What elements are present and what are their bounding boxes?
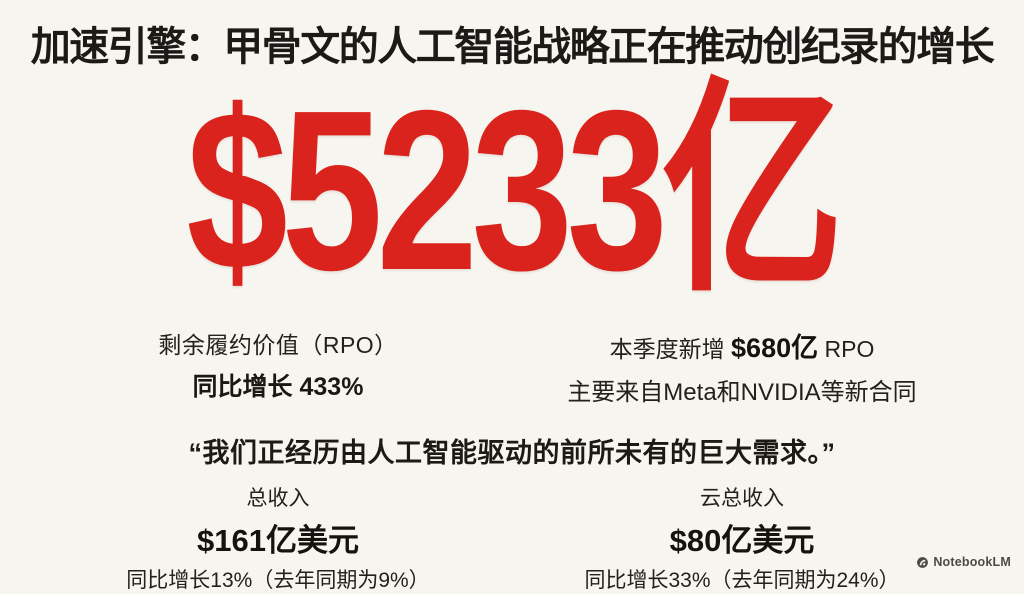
headline-figure-container: $5233亿	[0, 72, 1024, 310]
rpo-growth-label: 同比增长 433%	[192, 373, 364, 401]
slide-title: 加速引擎：甲骨文的人工智能战略正在推动创纪录的增长	[30, 25, 995, 69]
revenue-stats-section: 总收入 $161亿美元 同比增长13%（去年同期为9%） 云总收入 $80亿美元…	[0, 482, 1024, 594]
rpo-source-label: 主要来自Meta和NVIDIA等新合同	[567, 379, 917, 406]
watermark: NotebookLM	[916, 555, 1011, 569]
rpo-section: 剩余履约价值（RPO） 同比增长 433% 本季度新增 $680亿 RPO 主要…	[0, 326, 1024, 407]
rpo-new-suffix: RPO	[818, 336, 875, 362]
ceo-quote: “我们正经历由人工智能驱动的前所未有的巨大需求。”	[188, 438, 836, 468]
cloud-revenue-value: $80亿美元	[669, 523, 815, 558]
total-revenue-value: $161亿美元	[197, 523, 359, 558]
notebooklm-logo-icon	[916, 556, 929, 569]
rpo-new-prefix: 本季度新增	[609, 336, 732, 362]
cloud-revenue-label: 云总收入	[700, 487, 784, 510]
total-revenue-label: 总收入	[246, 487, 310, 510]
rpo-new-line: 本季度新增 $680亿 RPO	[512, 326, 972, 365]
infographic-slide: 加速引擎：甲骨文的人工智能战略正在推动创纪录的增长 $5233亿 剩余履约价值（…	[0, 25, 1024, 592]
rpo-new-amount: $680亿	[731, 333, 819, 363]
rpo-total-block: 剩余履约价值（RPO） 同比增长 433%	[0, 326, 512, 407]
total-revenue-block: 总收入 $161亿美元 同比增长13%（去年同期为9%）	[0, 482, 512, 594]
cloud-revenue-detail: 同比增长33%（去年同期为24%）	[584, 569, 900, 592]
headline-figure: $5233亿	[186, 64, 844, 318]
watermark-label: NotebookLM	[933, 555, 1011, 569]
cloud-revenue-block: 云总收入 $80亿美元 同比增长33%（去年同期为24%）	[512, 482, 1024, 594]
rpo-total-label: 剩余履约价值（RPO）	[158, 332, 398, 358]
total-revenue-detail: 同比增长13%（去年同期为9%）	[126, 569, 430, 592]
rpo-new-block: 本季度新增 $680亿 RPO 主要来自Meta和NVIDIA等新合同	[512, 326, 1024, 407]
